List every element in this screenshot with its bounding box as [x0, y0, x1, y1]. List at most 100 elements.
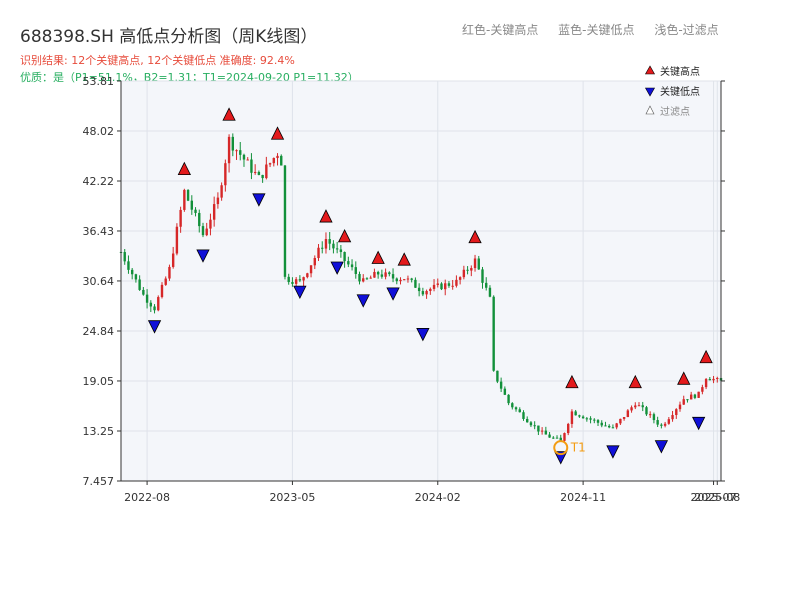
- candle-body: [716, 377, 719, 379]
- candle-body: [205, 228, 208, 236]
- candle-body: [503, 388, 507, 395]
- legend-low-label: 关键低点: [660, 85, 700, 98]
- legend-low-text: 蓝色-关键低点: [558, 23, 635, 37]
- candle-body: [589, 418, 592, 420]
- key-high-marker: [177, 161, 192, 175]
- candle-body: [645, 407, 648, 415]
- legend-high-text: 红色-关键高点: [462, 23, 539, 37]
- key-low-marker: [356, 294, 370, 308]
- x-tick-label: 2024-02: [415, 491, 461, 504]
- candle-body: [466, 269, 469, 271]
- candle-body: [455, 279, 458, 286]
- candle-body: [447, 283, 451, 286]
- key-low-marker: [196, 249, 210, 263]
- candle-body: [607, 425, 611, 428]
- candles: [119, 133, 723, 443]
- candle-body: [358, 273, 361, 282]
- key-high-marker: [468, 229, 482, 244]
- candle-body: [496, 370, 499, 382]
- candle-body: [548, 434, 551, 438]
- candle-body: [704, 379, 708, 388]
- key-low-marker: [293, 285, 307, 300]
- candle-body: [477, 258, 480, 270]
- candle-body: [567, 423, 570, 434]
- candle-body: [365, 278, 369, 280]
- candle-body: [212, 204, 216, 220]
- candle-body: [470, 268, 473, 271]
- candle-body: [585, 418, 589, 420]
- key-high-marker: [270, 126, 285, 140]
- x-tick-label: 2025-07: [691, 491, 737, 504]
- candle-body: [198, 212, 201, 227]
- candle-body: [287, 276, 290, 283]
- candle-body: [134, 274, 138, 280]
- key-high-marker: [699, 349, 713, 364]
- candle-body: [313, 258, 316, 266]
- candle-body: [123, 252, 126, 262]
- candle-body: [261, 174, 264, 179]
- x-tick-label: 2024-11: [560, 491, 606, 504]
- key-low-marker: [606, 445, 620, 459]
- x-tick-label: 2022-08: [124, 491, 170, 504]
- candle-body: [417, 287, 421, 292]
- y-tick-label: 13.25: [83, 425, 115, 438]
- candle-body: [164, 278, 167, 285]
- candle-body: [250, 159, 253, 173]
- key-low-marker: [691, 416, 706, 431]
- axes: 7.457 13.25 19.05 24.84 30.64 36.43 42.22 48.02…: [83, 75, 741, 504]
- candle-body: [160, 284, 164, 298]
- key-high-marker: [565, 374, 579, 389]
- candle-body: [626, 410, 630, 418]
- candle-body: [216, 197, 220, 205]
- candle-body: [130, 269, 134, 275]
- key-low-marker: [330, 261, 344, 275]
- x-tick-label: 2025-08: [694, 491, 740, 504]
- candle-body: [533, 425, 536, 427]
- candle-body: [235, 150, 238, 152]
- candle-body: [332, 243, 335, 249]
- candle-body: [257, 171, 261, 175]
- candle-body: [175, 226, 179, 254]
- candle-body: [142, 289, 145, 295]
- key-low-marker: [654, 440, 669, 454]
- candle-body: [328, 239, 331, 244]
- t1-label: T1: [570, 441, 586, 455]
- candle-body: [201, 226, 205, 236]
- candle-body: [540, 430, 544, 432]
- chart-title: 688398.SH 高低点分析图（周K线图）: [20, 27, 318, 47]
- candle-body: [138, 279, 141, 290]
- candle-body: [421, 291, 425, 295]
- legend-top-line: 红色-关键高点 蓝色-关键低点 浅色-过滤点: [462, 21, 735, 38]
- candle-body: [615, 423, 618, 428]
- candle-body: [481, 269, 484, 283]
- candle-body: [335, 248, 339, 250]
- candle-body: [701, 387, 704, 392]
- candle-body: [347, 261, 350, 265]
- candle-body: [253, 171, 257, 173]
- candle-body: [499, 381, 503, 389]
- t1-circle-marker: [553, 440, 569, 456]
- candle-body: [604, 425, 607, 427]
- candle-body: [555, 437, 559, 439]
- key-low-marker: [147, 320, 162, 334]
- candle-body: [291, 282, 294, 284]
- candle-body: [514, 407, 518, 410]
- candle-body: [406, 278, 410, 280]
- candle-body: [637, 405, 641, 407]
- candle-body: [682, 399, 685, 405]
- candle-body: [171, 253, 175, 267]
- candle-body: [350, 264, 354, 268]
- candle-body: [190, 200, 194, 210]
- candle-body: [436, 283, 439, 285]
- candle-body: [652, 414, 656, 421]
- recognition-result-text: 识别结果: 12个关键高点, 12个关键低点 准确度: 92.4%: [20, 54, 295, 67]
- candle-body: [563, 433, 566, 441]
- candle-body: [678, 404, 682, 410]
- candle-body: [127, 261, 130, 270]
- candle-body: [622, 417, 626, 419]
- candle-body: [663, 423, 667, 426]
- key-high-marker: [628, 374, 642, 389]
- candle-body: [552, 437, 555, 439]
